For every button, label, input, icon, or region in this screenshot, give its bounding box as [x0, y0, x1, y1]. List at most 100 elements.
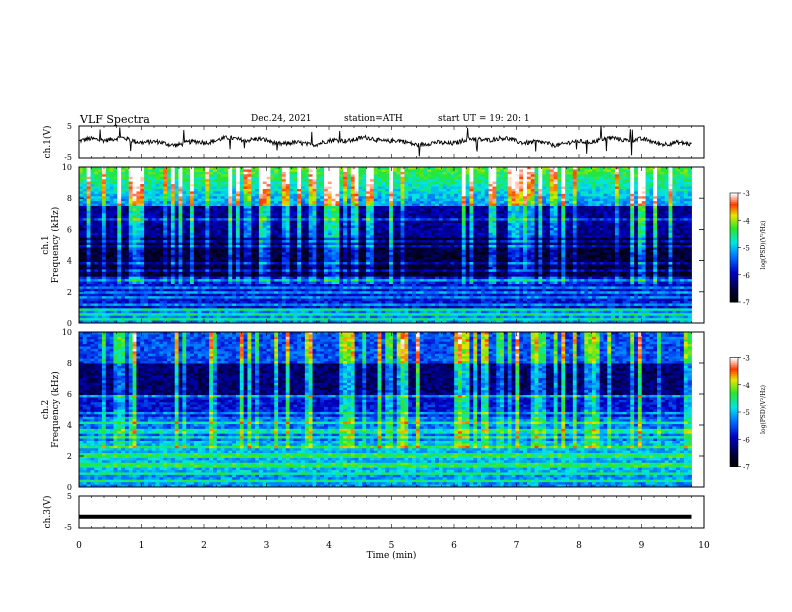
- ch1-spectrogram-cell: [198, 179, 202, 182]
- ch1-spectrogram-cell: [404, 179, 408, 182]
- ch1-spectrogram-cell: [163, 238, 167, 241]
- ch1-spectrogram-cell: [221, 235, 225, 238]
- ch1-spectrogram-cell: [646, 169, 650, 172]
- ch1-spectrogram-cell: [255, 235, 259, 238]
- ch1-spectrogram-cell: [332, 182, 336, 185]
- ch1-spectrogram-cell: [313, 223, 317, 226]
- ch1-spectrogram-cell: [538, 238, 542, 241]
- ch1-spectrogram-cell: [623, 226, 627, 229]
- ch1-spectrogram-cell: [412, 191, 416, 194]
- ch1-spectrogram-cell: [619, 199, 623, 202]
- ch1-spectrogram-cell: [393, 187, 397, 190]
- ch1-spectrogram-cell: [458, 177, 462, 180]
- ch1-spectrogram-cell: [546, 211, 550, 214]
- ch1-spectrogram-cell: [98, 174, 102, 177]
- ch1-spectrogram-cell: [389, 204, 393, 207]
- ch1-spectrogram-cell: [519, 189, 523, 192]
- ch1-spectrogram-cell: [202, 169, 206, 172]
- ch1-spectrogram-cell: [320, 177, 324, 180]
- ch1-spectrogram-cell: [113, 238, 117, 241]
- ch1-spectrogram-cell: [393, 235, 397, 238]
- ch1-spectrogram-cell: [481, 194, 485, 197]
- ch1-spectrogram-cell: [374, 226, 378, 229]
- ch1-spectrogram-cell: [496, 226, 500, 229]
- ch1-spectrogram-cell: [190, 206, 194, 209]
- ch1-spectrogram-cell: [657, 191, 661, 194]
- ch1-spectrogram-cell: [129, 211, 133, 214]
- ch1-spectrogram-cell: [558, 211, 562, 214]
- ch1-spectrogram-cell: [171, 199, 175, 202]
- ch1-spectrogram-cell: [159, 213, 163, 216]
- ch1-spectrogram-cell: [385, 169, 389, 172]
- ch1-spectrogram-cell: [619, 228, 623, 231]
- ch1-spectrogram-cell: [263, 191, 267, 194]
- ch1-spectrogram-cell: [462, 226, 466, 229]
- ch1-spectrogram-cell: [152, 216, 156, 219]
- ch1-spectrogram-cell: [657, 177, 661, 180]
- ch1-spectrogram-cell: [607, 213, 611, 216]
- ch1-spectrogram-cell: [217, 206, 221, 209]
- ch1-spectrogram-cell: [90, 182, 94, 185]
- ch1-spectrogram-cell: [615, 204, 619, 207]
- ch1-spectrogram-cell: [600, 211, 604, 214]
- ch1-spectrogram-cell: [481, 230, 485, 233]
- ch1-spectrogram-cell: [381, 187, 385, 190]
- ch1-spectrogram-cell: [205, 174, 209, 177]
- ch1-spectrogram-cell: [684, 206, 688, 209]
- ch1-spectrogram-cell: [665, 223, 669, 226]
- ch1-spectrogram-cell: [278, 235, 282, 238]
- ch1-spectrogram-cell: [496, 238, 500, 241]
- ch1-spectrogram-cell: [489, 226, 493, 229]
- ch1-spectrogram-cell: [221, 233, 225, 236]
- ch1-spectrogram-cell: [102, 213, 106, 216]
- ch1-spectrogram-cell: [404, 191, 408, 194]
- ch1-spectrogram-cell: [573, 213, 577, 216]
- ch1-spectrogram-cell: [110, 179, 114, 182]
- ch1-spectrogram-cell: [680, 182, 684, 185]
- ch1-spectrogram-cell: [416, 199, 420, 202]
- ch1-spectrogram-cell: [653, 235, 657, 238]
- ch1-spectrogram-cell: [148, 216, 152, 219]
- ch1-spectrogram-cell: [251, 204, 255, 207]
- ch1-spectrogram-cell: [144, 211, 148, 214]
- ch1-spectrogram-cell: [684, 179, 688, 182]
- ch1-spectrogram-cell: [163, 182, 167, 185]
- ch1-spectrogram-cell: [565, 230, 569, 233]
- ch1-spectrogram-cell: [309, 206, 313, 209]
- ch1-spectrogram-cell: [358, 169, 362, 172]
- ch1-spectrogram-cell: [159, 191, 163, 194]
- ch1-spectrogram-cell: [626, 211, 630, 214]
- ch1-spectrogram-cell: [152, 211, 156, 214]
- ch1-spectrogram-cell: [305, 218, 309, 221]
- ch1-spectrogram-cell: [542, 218, 546, 221]
- ch1-spectrogram-cell: [347, 189, 351, 192]
- ch1-spectrogram-cell: [113, 174, 117, 177]
- ch1-spectrogram-cell: [148, 240, 152, 243]
- ch1-spectrogram-cell: [175, 179, 179, 182]
- ch1-spectrogram-cell: [661, 238, 665, 241]
- ch1-spectrogram-cell: [408, 194, 412, 197]
- ch1-spectrogram-cell: [512, 211, 516, 214]
- ch1-spectrogram-cell: [561, 235, 565, 238]
- ch1-spectrogram-cell: [680, 223, 684, 226]
- ch1-spectrogram-cell: [79, 177, 83, 180]
- ch1-spectrogram-cell: [175, 211, 179, 214]
- ch1-spectrogram-cell: [427, 221, 431, 224]
- ch1-spectrogram-cell: [427, 184, 431, 187]
- ch1-spectrogram-cell: [489, 235, 493, 238]
- ch1-spectrogram-cell: [496, 216, 500, 219]
- ch1-spectrogram-cell: [152, 204, 156, 207]
- ch1-spectrogram-cell: [171, 226, 175, 229]
- ch1-spectrogram-cell: [163, 196, 167, 199]
- ch1-spectrogram-cell: [267, 206, 271, 209]
- ch1-spectrogram-cell: [596, 194, 600, 197]
- ch1-spectrogram-cell: [408, 196, 412, 199]
- ch1-spectrogram-cell: [565, 223, 569, 226]
- ch1-spectrogram-cell: [278, 221, 282, 224]
- ch1-spectrogram-cell: [335, 199, 339, 202]
- ch1-spectrogram-cell: [546, 218, 550, 221]
- ch1-spectrogram-cell: [401, 172, 405, 175]
- ch1-spectrogram-cell: [512, 191, 516, 194]
- ch1-spectrogram-cell: [630, 208, 634, 211]
- ch1-spectrogram-cell: [374, 223, 378, 226]
